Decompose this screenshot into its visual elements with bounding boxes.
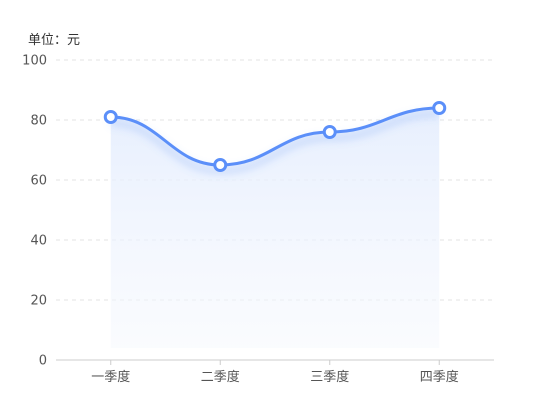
- series-line: [109, 106, 441, 175]
- x-tick-label: 三季度: [310, 369, 349, 385]
- x-tick-label: 二季度: [201, 369, 240, 385]
- series-line-shadow: [110, 111, 440, 175]
- y-tick-label: 40: [30, 234, 47, 249]
- y-tick-label: 60: [30, 174, 47, 189]
- series-line-path: [109, 106, 441, 167]
- data-point: [213, 158, 228, 172]
- x-tick-label: 四季度: [420, 369, 459, 385]
- x-tick-label: 一季度: [91, 369, 130, 385]
- data-point: [103, 110, 118, 124]
- unit-label: 单位：元: [28, 33, 81, 48]
- data-point: [322, 125, 337, 139]
- data-points: [103, 101, 447, 172]
- axes: 0 20 40 60 80 100 一季度 二季度 三季度 四季度: [22, 54, 494, 385]
- data-point: [432, 101, 447, 115]
- y-tick-label: 0: [39, 354, 47, 369]
- y-tick-label: 20: [30, 294, 47, 309]
- y-tick-label: 100: [22, 54, 47, 69]
- y-tick-label: 80: [30, 114, 47, 129]
